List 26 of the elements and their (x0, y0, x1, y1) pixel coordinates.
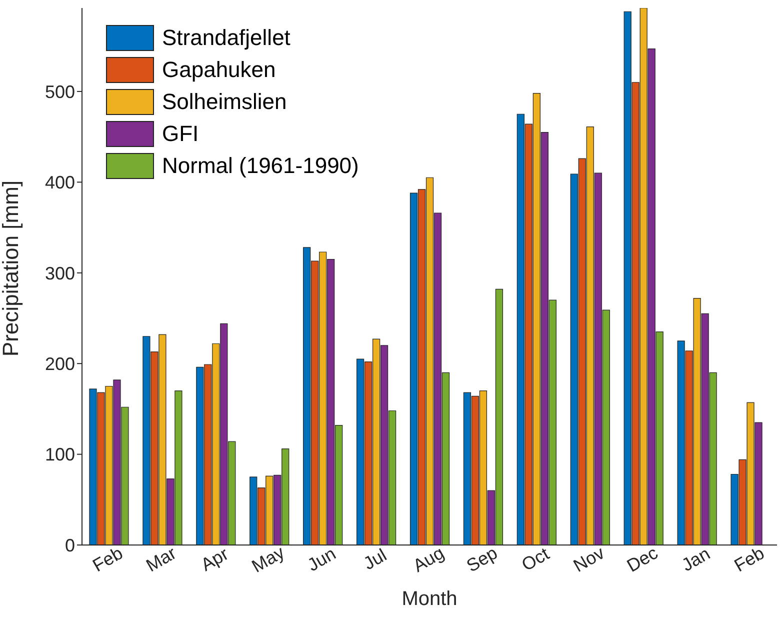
y-axis-title: Precipitation [mm] (0, 180, 23, 356)
x-tick-label: Feb (730, 542, 768, 576)
y-tick-label: 100 (44, 444, 75, 465)
legend-label: Solheimslien (162, 89, 287, 115)
x-tick-label: Sep (463, 542, 501, 576)
x-tick-label: May (248, 542, 288, 576)
y-tick-label: 300 (44, 263, 75, 284)
x-tick-label: Aug (410, 542, 448, 576)
x-tick-label: Jan (678, 543, 714, 576)
x-tick-label: Jun (304, 543, 340, 576)
x-axis-title: Month (402, 588, 458, 610)
y-tick-label: 200 (44, 354, 75, 374)
y-tick-label: 400 (44, 172, 75, 193)
legend-label: GFI (162, 121, 199, 147)
y-tick-label: 0 (64, 535, 75, 556)
x-tick-label: Apr (198, 544, 232, 575)
legend-label: Strandafjellet (162, 25, 290, 51)
y-tick-label: 500 (44, 82, 75, 102)
x-tick-label: Feb (89, 542, 126, 576)
legend-label: Gapahuken (162, 57, 276, 83)
x-tick-label: Mar (142, 542, 180, 576)
x-tick-label: Oct (518, 544, 553, 575)
legend-label: Normal (1961-1990) (162, 153, 359, 179)
x-tick-label: Dec (623, 542, 662, 576)
x-tick-label: Nov (570, 542, 608, 576)
x-tick-label: Jul (360, 544, 390, 574)
